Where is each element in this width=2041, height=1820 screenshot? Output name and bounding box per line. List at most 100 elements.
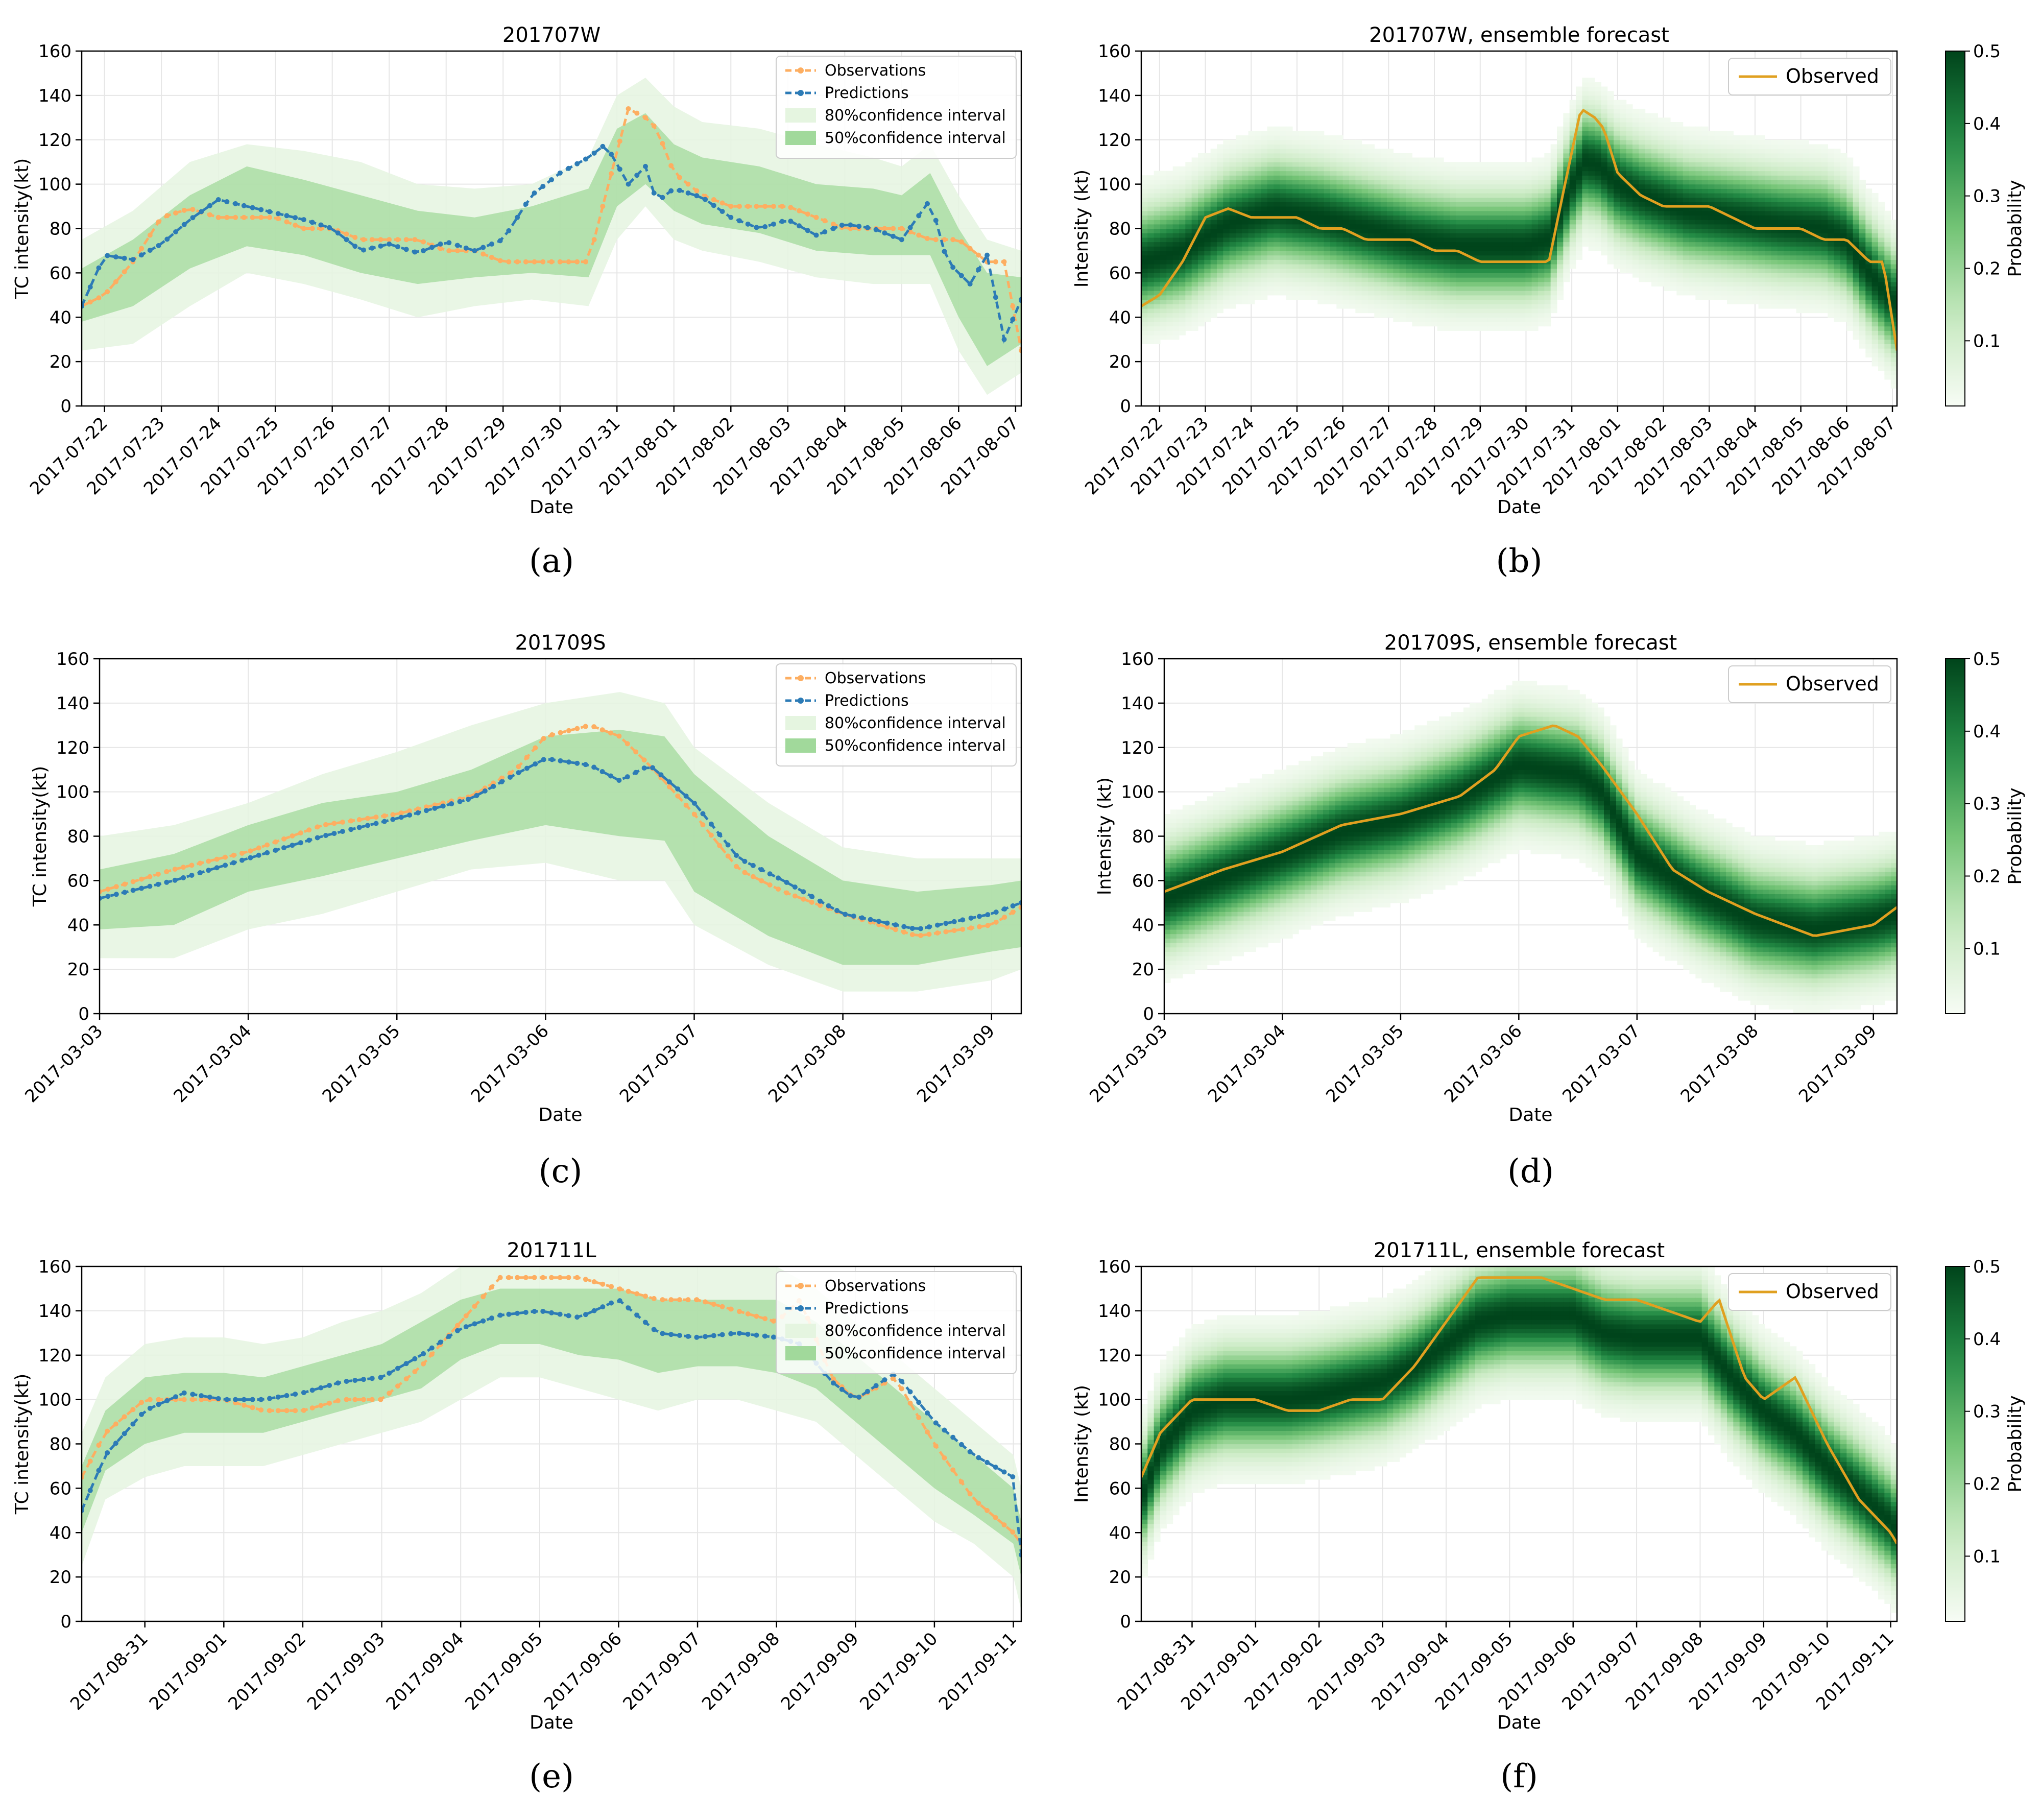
heatmap-cell: [1871, 348, 1879, 353]
heatmap-cell: [1563, 193, 1570, 198]
heatmap-cell: [1683, 202, 1690, 207]
heatmap-cell: [1664, 242, 1671, 247]
heatmap-cell: [1185, 210, 1192, 216]
prediction-point: [703, 197, 708, 202]
heatmap-cell: [1878, 299, 1885, 304]
heatmap-cell: [1846, 308, 1854, 314]
heatmap-cell: [1733, 197, 1740, 202]
heatmap-cell: [1286, 166, 1293, 172]
heatmap-cell: [1670, 281, 1677, 287]
prediction-point: [779, 219, 785, 224]
heatmap-cell: [1368, 281, 1375, 287]
heatmap-cell: [1739, 259, 1746, 265]
heatmap-cell: [1765, 193, 1771, 198]
heatmap-cell: [1380, 299, 1387, 304]
heatmap-cell: [1765, 237, 1771, 243]
heatmap-cell: [1746, 202, 1752, 207]
heatmap-cell: [1336, 220, 1343, 225]
heatmap-cell: [1620, 242, 1627, 247]
heatmap-cell: [1361, 202, 1368, 207]
heatmap-cell: [1588, 162, 1595, 167]
heatmap-cell: [1147, 210, 1155, 216]
heatmap-cell: [1607, 139, 1614, 145]
heatmap-cell: [1758, 202, 1765, 207]
heatmap-cell: [1765, 202, 1771, 207]
heatmap-cell: [1683, 250, 1690, 256]
heatmap-cell: [1317, 153, 1325, 158]
heatmap-cell: [1274, 233, 1280, 238]
heatmap-cell: [1626, 144, 1633, 149]
heatmap-cell: [1481, 171, 1488, 176]
heatmap-cell: [1538, 220, 1545, 225]
heatmap-cell: [1614, 184, 1620, 189]
heatmap-cell: [1469, 228, 1476, 233]
heatmap-cell: [1701, 281, 1709, 287]
heatmap-cell: [1387, 299, 1394, 304]
heatmap-cell: [1582, 197, 1589, 202]
heatmap-cell: [1160, 268, 1167, 273]
observation-point: [1001, 259, 1007, 265]
heatmap-cell: [1475, 277, 1482, 282]
heatmap-cell: [1765, 242, 1771, 247]
prediction-point: [130, 257, 136, 262]
heatmap-cell: [1185, 295, 1192, 300]
heatmap-cell: [1179, 206, 1186, 211]
heatmap-cell: [1890, 348, 1897, 353]
heatmap-cell: [1267, 233, 1274, 238]
heatmap-cell: [1481, 162, 1488, 167]
heatmap-cell: [1683, 126, 1690, 131]
heatmap-cell: [1796, 295, 1803, 300]
heatmap-cell: [1160, 246, 1167, 251]
heatmap-cell: [1890, 237, 1897, 243]
heatmap-cell: [1355, 184, 1362, 189]
heatmap-cell: [1626, 259, 1633, 265]
heatmap-cell: [1437, 179, 1444, 185]
heatmap-cell: [1771, 197, 1778, 202]
heatmap-cell: [1878, 210, 1885, 216]
heatmap-cell: [1179, 242, 1186, 247]
heatmap-cell: [1758, 149, 1765, 154]
heatmap-cell: [1191, 295, 1198, 300]
heatmap-cell: [1418, 250, 1425, 256]
heatmap-cell: [1311, 131, 1318, 136]
heatmap-cell: [1500, 202, 1507, 207]
heatmap-cell: [1450, 255, 1457, 260]
heatmap-cell: [1305, 242, 1312, 247]
heatmap-cell: [1267, 255, 1274, 260]
heatmap-cell: [1355, 206, 1362, 211]
heatmap-cell: [1299, 281, 1306, 287]
heatmap-cell: [1412, 215, 1419, 220]
heatmap-cell: [1828, 273, 1835, 278]
heatmap-cell: [1274, 224, 1280, 229]
heatmap-cell: [1727, 175, 1734, 180]
heatmap-cell: [1475, 188, 1482, 194]
heatmap-cell: [1292, 188, 1299, 194]
heatmap-cell: [1185, 162, 1192, 167]
prediction-point: [369, 245, 375, 251]
heatmap-cell: [1481, 321, 1488, 327]
heatmap-cell: [1865, 326, 1872, 331]
heatmap-cell: [1569, 184, 1576, 189]
heatmap-cell: [1828, 242, 1835, 247]
heatmap-cell: [1292, 193, 1299, 198]
heatmap-cell: [1846, 197, 1854, 202]
heatmap-cell: [1871, 242, 1879, 247]
heatmap-cell: [1670, 175, 1677, 180]
heatmap-cell: [1425, 175, 1431, 180]
heatmap-cell: [1261, 246, 1268, 251]
heatmap-cell: [1834, 317, 1841, 322]
heatmap-cell: [1695, 259, 1702, 265]
heatmap-cell: [1846, 317, 1854, 322]
heatmap-cell: [1871, 246, 1879, 251]
heatmap-cell: [1784, 210, 1790, 216]
heatmap-cell: [1399, 215, 1406, 220]
heatmap-cell: [1834, 246, 1841, 251]
heatmap-cell: [1425, 304, 1431, 309]
heatmap-cell: [1444, 184, 1450, 189]
observation-point: [412, 237, 418, 243]
heatmap-cell: [1342, 162, 1350, 167]
heatmap-cell: [1758, 157, 1765, 162]
heatmap-cell: [1821, 291, 1828, 296]
heatmap-cell: [1431, 264, 1438, 269]
heatmap-cell: [1777, 228, 1784, 233]
